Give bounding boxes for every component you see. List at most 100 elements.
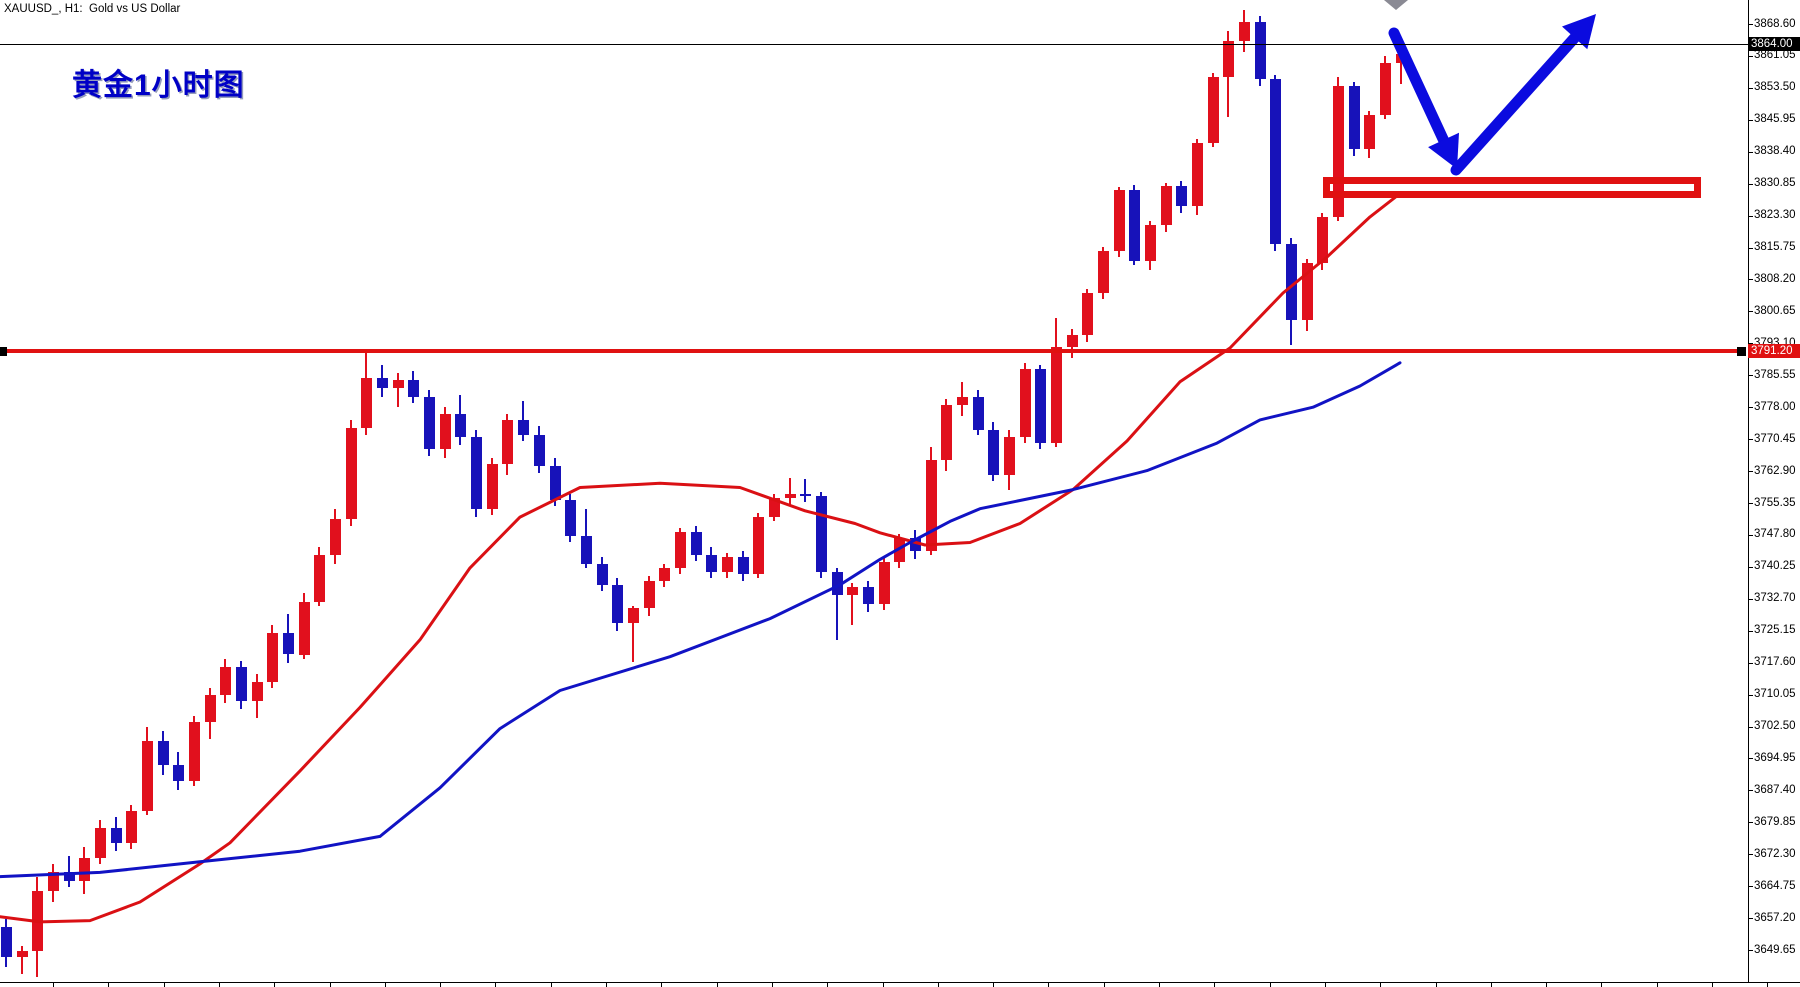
candle-body-up — [784, 493, 796, 499]
price-axis-tick — [1748, 758, 1753, 760]
candle-body-up — [1191, 142, 1203, 207]
price-axis-tick — [1748, 918, 1753, 920]
price-axis-label: 3732.70 — [1754, 592, 1796, 605]
candle-body-up — [659, 567, 671, 581]
price-axis-tick — [1748, 55, 1753, 57]
time-axis-tick — [1214, 983, 1216, 987]
price-axis-label: 3710.05 — [1754, 688, 1796, 700]
price-axis-tick — [1748, 439, 1753, 441]
price-axis-tick — [1748, 24, 1753, 25]
candle-body-down — [1270, 79, 1282, 245]
time-axis-tick — [882, 983, 884, 987]
candle-body-down — [800, 493, 812, 496]
candle-body-up — [142, 741, 153, 812]
price-axis-tick — [1748, 151, 1753, 153]
price-axis-label: 3785.55 — [1754, 368, 1796, 381]
time-axis-tick — [827, 983, 829, 987]
up-arrow[interactable] — [1450, 14, 1596, 176]
candle-body-up — [486, 464, 498, 509]
price-axis-label: 3717.60 — [1754, 656, 1796, 669]
price-axis-tick — [1748, 87, 1753, 89]
candle-body-down — [988, 430, 1000, 475]
price-axis-label: 3800.65 — [1754, 304, 1796, 317]
price-axis-tick — [1748, 407, 1753, 409]
candle-body-down — [1348, 85, 1360, 150]
candle-body-down — [1035, 369, 1047, 444]
candle-body-up — [298, 601, 310, 655]
candle-body-up — [204, 694, 216, 723]
time-axis-tick — [1269, 983, 1271, 987]
price-axis-label: 3830.85 — [1754, 177, 1796, 190]
chart-watermark-label: 黄金1小时图 — [72, 69, 245, 102]
time-axis-tick — [1712, 983, 1713, 987]
candle-body-up — [1144, 225, 1156, 262]
candle-body-up — [1003, 436, 1015, 475]
price-axis-tick — [1748, 854, 1753, 856]
price-axis-label: 3657.20 — [1754, 911, 1796, 924]
candle-body-down — [706, 555, 718, 573]
price-axis-tick — [1748, 662, 1753, 664]
time-axis-tick — [1103, 983, 1105, 987]
candle-body-up — [1097, 250, 1109, 293]
candle-body-down — [565, 500, 577, 537]
trendline-endpoint-square[interactable] — [1737, 347, 1746, 356]
gray-cursor-arrow-icon — [1384, 0, 1408, 10]
candle-body-up — [48, 872, 59, 892]
candle-body-up — [878, 561, 890, 604]
current-price-marker: 3864.00 — [1748, 36, 1800, 51]
candle-body-down — [737, 557, 749, 575]
price-axis-label: 3845.95 — [1754, 113, 1796, 126]
candle-body-down — [455, 413, 467, 437]
down-arrow-shaft — [1388, 27, 1449, 146]
price-axis-label: 3747.80 — [1754, 528, 1796, 541]
candle-body-up — [1207, 77, 1219, 143]
candle-wick-down — [835, 567, 838, 641]
price-level-line-black[interactable] — [0, 43, 1748, 45]
price-axis-label: 3725.15 — [1754, 624, 1796, 637]
candle-body-down — [862, 586, 874, 604]
candle-body-up — [189, 722, 200, 782]
trendline-endpoint-square[interactable] — [0, 347, 7, 356]
down-arrow[interactable] — [1388, 27, 1459, 169]
support-price-marker: 3791.20 — [1748, 344, 1800, 359]
price-axis-tick — [1748, 822, 1753, 824]
candle-body-down — [377, 377, 389, 389]
time-axis-tick — [606, 983, 607, 987]
candle-body-down — [549, 466, 561, 501]
candle-body-up — [251, 682, 263, 702]
candle-body-up — [627, 608, 639, 623]
price-axis-line — [1748, 0, 1749, 982]
time-axis-tick — [716, 983, 718, 987]
price-axis-tick — [1748, 950, 1753, 951]
time-axis-tick — [1324, 983, 1326, 987]
price-axis-tick — [1748, 566, 1753, 568]
price-axis-tick — [1748, 279, 1753, 281]
ma-slow-blue-line[interactable] — [0, 361, 1402, 879]
price-axis-label: 3762.90 — [1754, 464, 1796, 477]
price-axis-tick — [1748, 311, 1753, 313]
price-axis-tick — [1748, 726, 1753, 728]
time-axis-tick — [1490, 983, 1492, 987]
candle-body-down — [1176, 186, 1188, 207]
price-axis-label: 3740.25 — [1754, 560, 1796, 573]
candle-body-down — [1129, 190, 1141, 262]
candle-body-down — [690, 531, 702, 556]
ma-fast-red-line[interactable] — [0, 192, 1402, 924]
time-axis-tick — [440, 983, 442, 987]
price-axis-tick — [1748, 630, 1753, 632]
candle-body-up — [1317, 216, 1329, 264]
candle-body-up — [847, 586, 859, 596]
price-axis-label: 3823.30 — [1754, 209, 1796, 222]
candle-body-down — [909, 538, 921, 551]
candle-body-up — [925, 460, 937, 551]
candle-body-up — [674, 531, 686, 568]
candle-body-up — [220, 667, 232, 695]
support-trendline-red[interactable] — [0, 349, 1745, 354]
resistance-rectangle[interactable] — [1323, 177, 1701, 199]
time-axis-tick — [1767, 983, 1769, 987]
candle-body-up — [1050, 347, 1062, 444]
candle-body-up — [79, 857, 91, 881]
candle-body-up — [267, 633, 279, 682]
